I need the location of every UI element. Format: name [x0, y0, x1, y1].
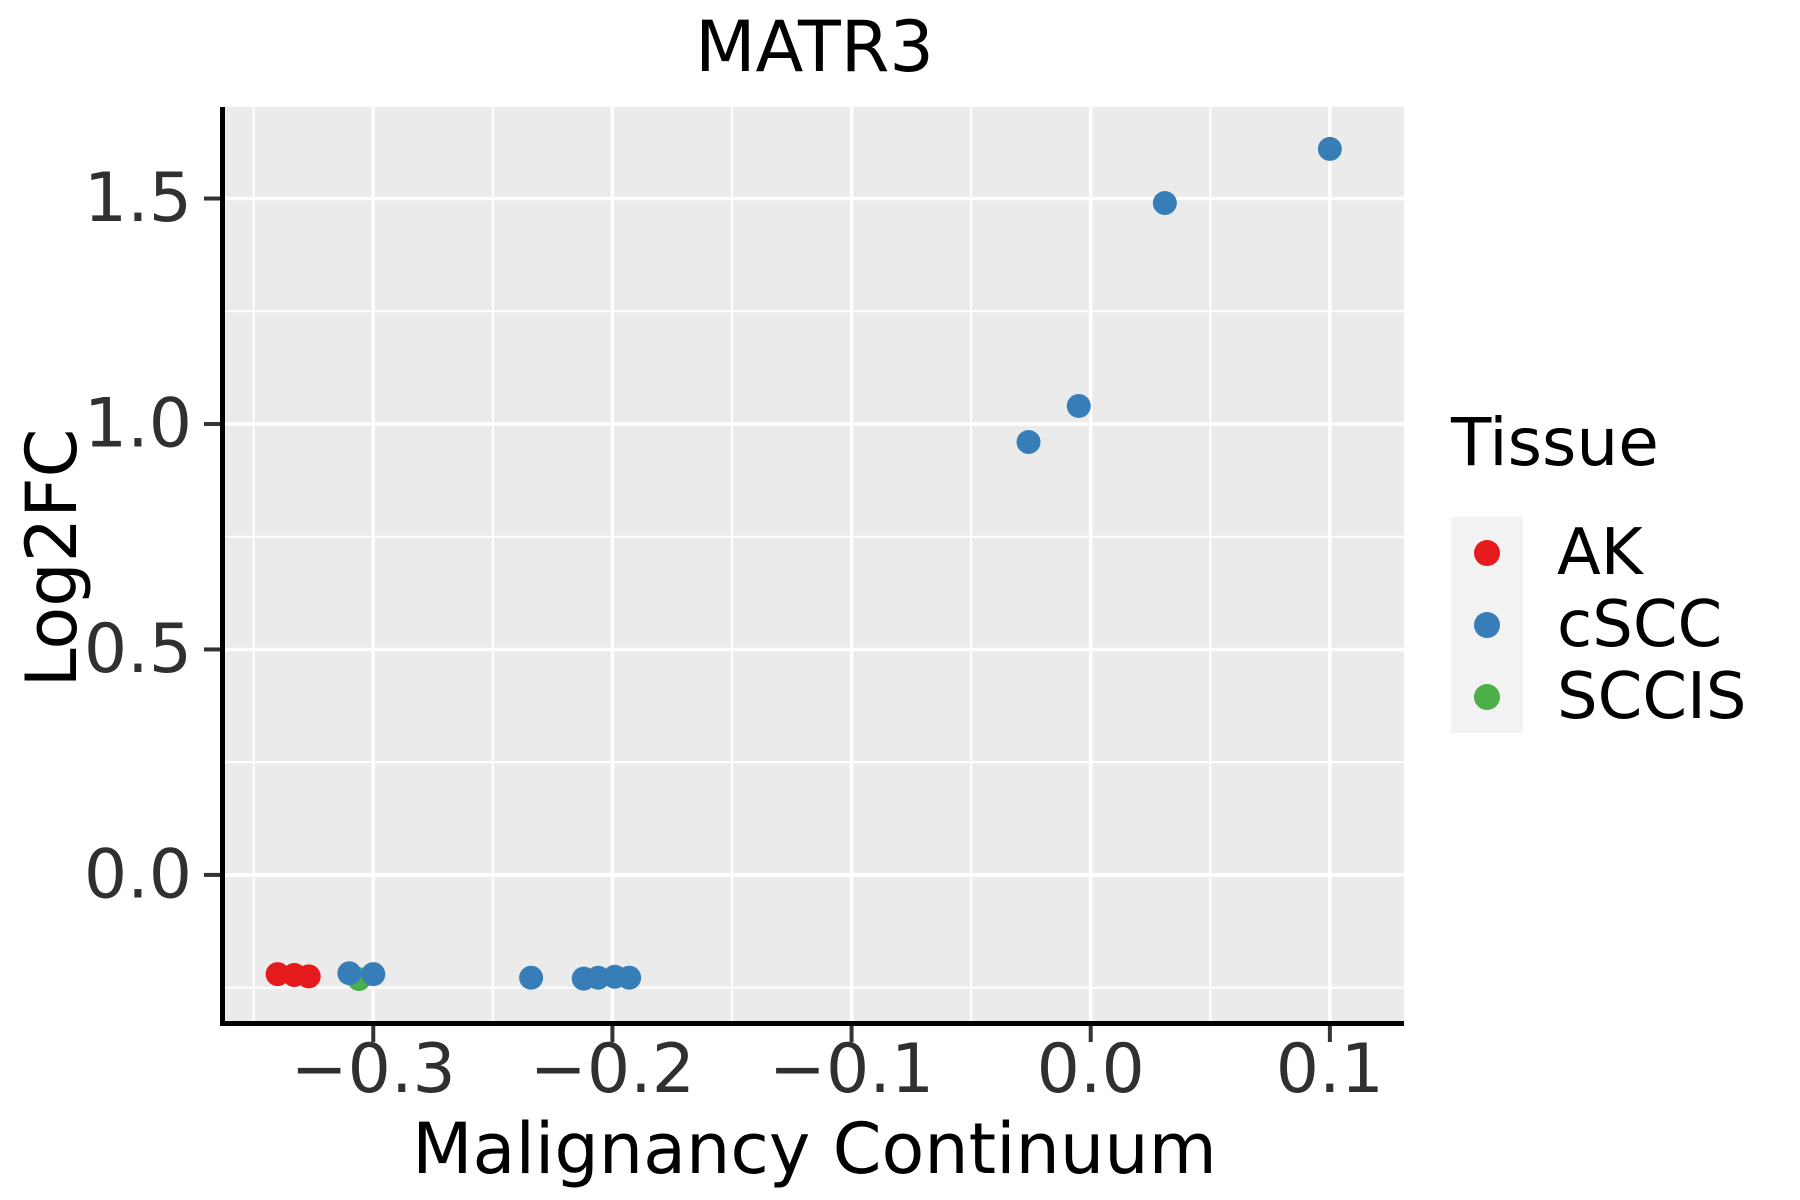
data-point-cSCC — [1016, 430, 1041, 455]
legend-key-box — [1451, 589, 1523, 661]
data-point-cSCC — [617, 965, 642, 990]
x-tick-label: −0.3 — [291, 1030, 456, 1109]
legend-key-box — [1451, 517, 1523, 589]
legend-item-AK: AK — [1451, 517, 1747, 589]
y-tick-label: 0.5 — [84, 610, 192, 689]
legend-item-label: cSCC — [1557, 588, 1723, 662]
y-tick-label: 0.0 — [84, 835, 192, 914]
x-tick-label: 0.0 — [1037, 1030, 1145, 1109]
y-tick-label: 1.5 — [84, 159, 192, 238]
x-axis-title: Malignancy Continuum — [412, 1108, 1217, 1190]
legend: Tissue AK cSCC SCCIS — [1451, 404, 1747, 733]
data-point-cSCC — [361, 962, 386, 987]
data-point-AK — [296, 964, 321, 989]
plot-panel — [225, 107, 1404, 1021]
legend-key-box — [1451, 661, 1523, 733]
data-point-cSCC — [1152, 191, 1177, 216]
data-point-cSCC — [519, 965, 544, 990]
x-tick-label: −0.2 — [530, 1030, 695, 1109]
legend-swatch-icon — [1474, 540, 1500, 566]
legend-item-cSCC: cSCC — [1451, 589, 1747, 661]
data-point-cSCC — [337, 961, 362, 986]
legend-swatch-icon — [1474, 612, 1500, 638]
data-point-cSCC — [1317, 136, 1342, 161]
data-point-cSCC — [1066, 393, 1091, 418]
legend-item-SCCIS: SCCIS — [1451, 661, 1747, 733]
x-tick-label: −0.1 — [769, 1030, 934, 1109]
plot-title: MATR3 — [695, 6, 934, 88]
legend-swatch-icon — [1474, 684, 1500, 710]
legend-title: Tissue — [1451, 404, 1659, 481]
legend-item-label: AK — [1557, 516, 1643, 590]
y-tick-label: 1.0 — [84, 384, 192, 463]
y-axis-title: Log2FC — [11, 428, 93, 688]
x-tick-label: 0.1 — [1276, 1030, 1384, 1109]
legend-items: AK cSCC SCCIS — [1451, 517, 1747, 733]
legend-item-label: SCCIS — [1557, 660, 1747, 734]
